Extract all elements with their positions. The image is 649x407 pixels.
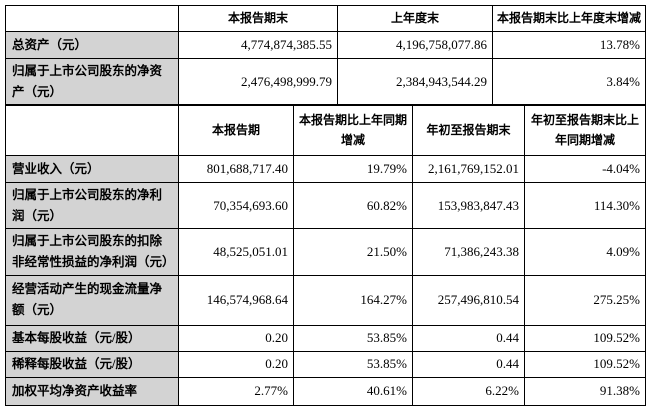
cell-value: 6.22%	[412, 376, 525, 406]
cell-value: 109.52%	[524, 350, 646, 378]
period-results-summary-table: 本报告期 本报告期比上年同期增减 年初至报告期末 年初至报告期末比上年同期增减 …	[5, 105, 646, 406]
column-header-change-vs-prior-year-end: 本报告期末比上年度末增减	[492, 5, 646, 32]
table-row-net-assets: 归属于上市公司股东的净资产（元） 2,476,498,999.79 2,384,…	[5, 57, 646, 106]
cell-value: 53.85%	[293, 350, 413, 378]
cell-value: 275.25%	[524, 274, 646, 326]
table-row-net-profit: 归属于上市公司股东的净利润（元） 70,354,693.60 60.82% 15…	[5, 181, 646, 230]
cell-value: 4.09%	[524, 228, 646, 276]
cell-value: 2,161,769,152.01	[412, 155, 525, 183]
cell-value: 153,983,847.43	[412, 181, 525, 230]
cell-value: 0.20	[178, 324, 294, 352]
table-row-operating-cash-flow: 经营活动产生的现金流量净额（元） 146,574,968.64 164.27% …	[5, 274, 646, 326]
cell-value: 109.52%	[524, 324, 646, 352]
cell-value: 70,354,693.60	[178, 181, 294, 230]
table-row-weighted-average-roe: 加权平均净资产收益率 2.77% 40.61% 6.22% 91.38%	[5, 376, 646, 406]
table-row-total-assets: 总资产（元） 4,774,874,385.55 4,196,758,077.86…	[5, 31, 646, 59]
row-label: 归属于上市公司股东的扣除非经常性损益的净利润（元）	[5, 228, 179, 276]
corner-cell	[5, 105, 179, 156]
cell-value: 60.82%	[293, 181, 413, 230]
cell-value: 13.78%	[492, 31, 646, 59]
column-header-prior-year-end: 上年度末	[337, 5, 493, 32]
table-row-net-profit-excl-nonrecurring: 归属于上市公司股东的扣除非经常性损益的净利润（元） 48,525,051.01 …	[5, 228, 646, 276]
column-header-current-period: 本报告期	[178, 105, 294, 156]
cell-value: 91.38%	[524, 376, 646, 406]
cell-value: 146,574,968.64	[178, 274, 294, 326]
cell-value: 801,688,717.40	[178, 155, 294, 183]
cell-value: 0.20	[178, 350, 294, 378]
row-label: 基本每股收益（元/股）	[5, 324, 179, 352]
row-label: 加权平均净资产收益率	[5, 376, 179, 406]
cell-value: 21.50%	[293, 228, 413, 276]
cell-value: 2,384,943,544.29	[337, 57, 493, 106]
corner-cell	[5, 5, 179, 32]
cell-value: 4,774,874,385.55	[178, 31, 338, 59]
cell-value: 3.84%	[492, 57, 646, 106]
table-header-row: 本报告期末 上年度末 本报告期末比上年度末增减	[5, 5, 646, 32]
cell-value: 0.44	[412, 350, 525, 378]
cell-value: 53.85%	[293, 324, 413, 352]
row-label: 总资产（元）	[5, 31, 179, 59]
column-header-year-to-date: 年初至报告期末	[412, 105, 525, 156]
cell-value: 0.44	[412, 324, 525, 352]
cell-value: 2.77%	[178, 376, 294, 406]
period-end-summary-table: 本报告期末 上年度末 本报告期末比上年度末增减 总资产（元） 4,774,874…	[5, 5, 646, 106]
table-row-basic-eps: 基本每股收益（元/股） 0.20 53.85% 0.44 109.52%	[5, 324, 646, 352]
column-header-ytd-change-vs-same-period: 年初至报告期末比上年同期增减	[524, 105, 646, 156]
row-label: 营业收入（元）	[5, 155, 179, 183]
table-header-row: 本报告期 本报告期比上年同期增减 年初至报告期末 年初至报告期末比上年同期增减	[5, 105, 646, 156]
cell-value: 164.27%	[293, 274, 413, 326]
row-label: 经营活动产生的现金流量净额（元）	[5, 274, 179, 326]
row-label: 归属于上市公司股东的净资产（元）	[5, 57, 179, 106]
cell-value: 48,525,051.01	[178, 228, 294, 276]
cell-value: 4,196,758,077.86	[337, 31, 493, 59]
cell-value: 114.30%	[524, 181, 646, 230]
cell-value: -4.04%	[524, 155, 646, 183]
row-label: 稀释每股收益（元/股）	[5, 350, 179, 378]
table-row-diluted-eps: 稀释每股收益（元/股） 0.20 53.85% 0.44 109.52%	[5, 350, 646, 378]
cell-value: 257,496,810.54	[412, 274, 525, 326]
cell-value: 2,476,498,999.79	[178, 57, 338, 106]
column-header-current-period-end: 本报告期末	[178, 5, 338, 32]
row-label: 归属于上市公司股东的净利润（元）	[5, 181, 179, 230]
cell-value: 40.61%	[293, 376, 413, 406]
cell-value: 71,386,243.38	[412, 228, 525, 276]
column-header-change-vs-same-period: 本报告期比上年同期增减	[293, 105, 413, 156]
table-row-revenue: 营业收入（元） 801,688,717.40 19.79% 2,161,769,…	[5, 155, 646, 183]
cell-value: 19.79%	[293, 155, 413, 183]
